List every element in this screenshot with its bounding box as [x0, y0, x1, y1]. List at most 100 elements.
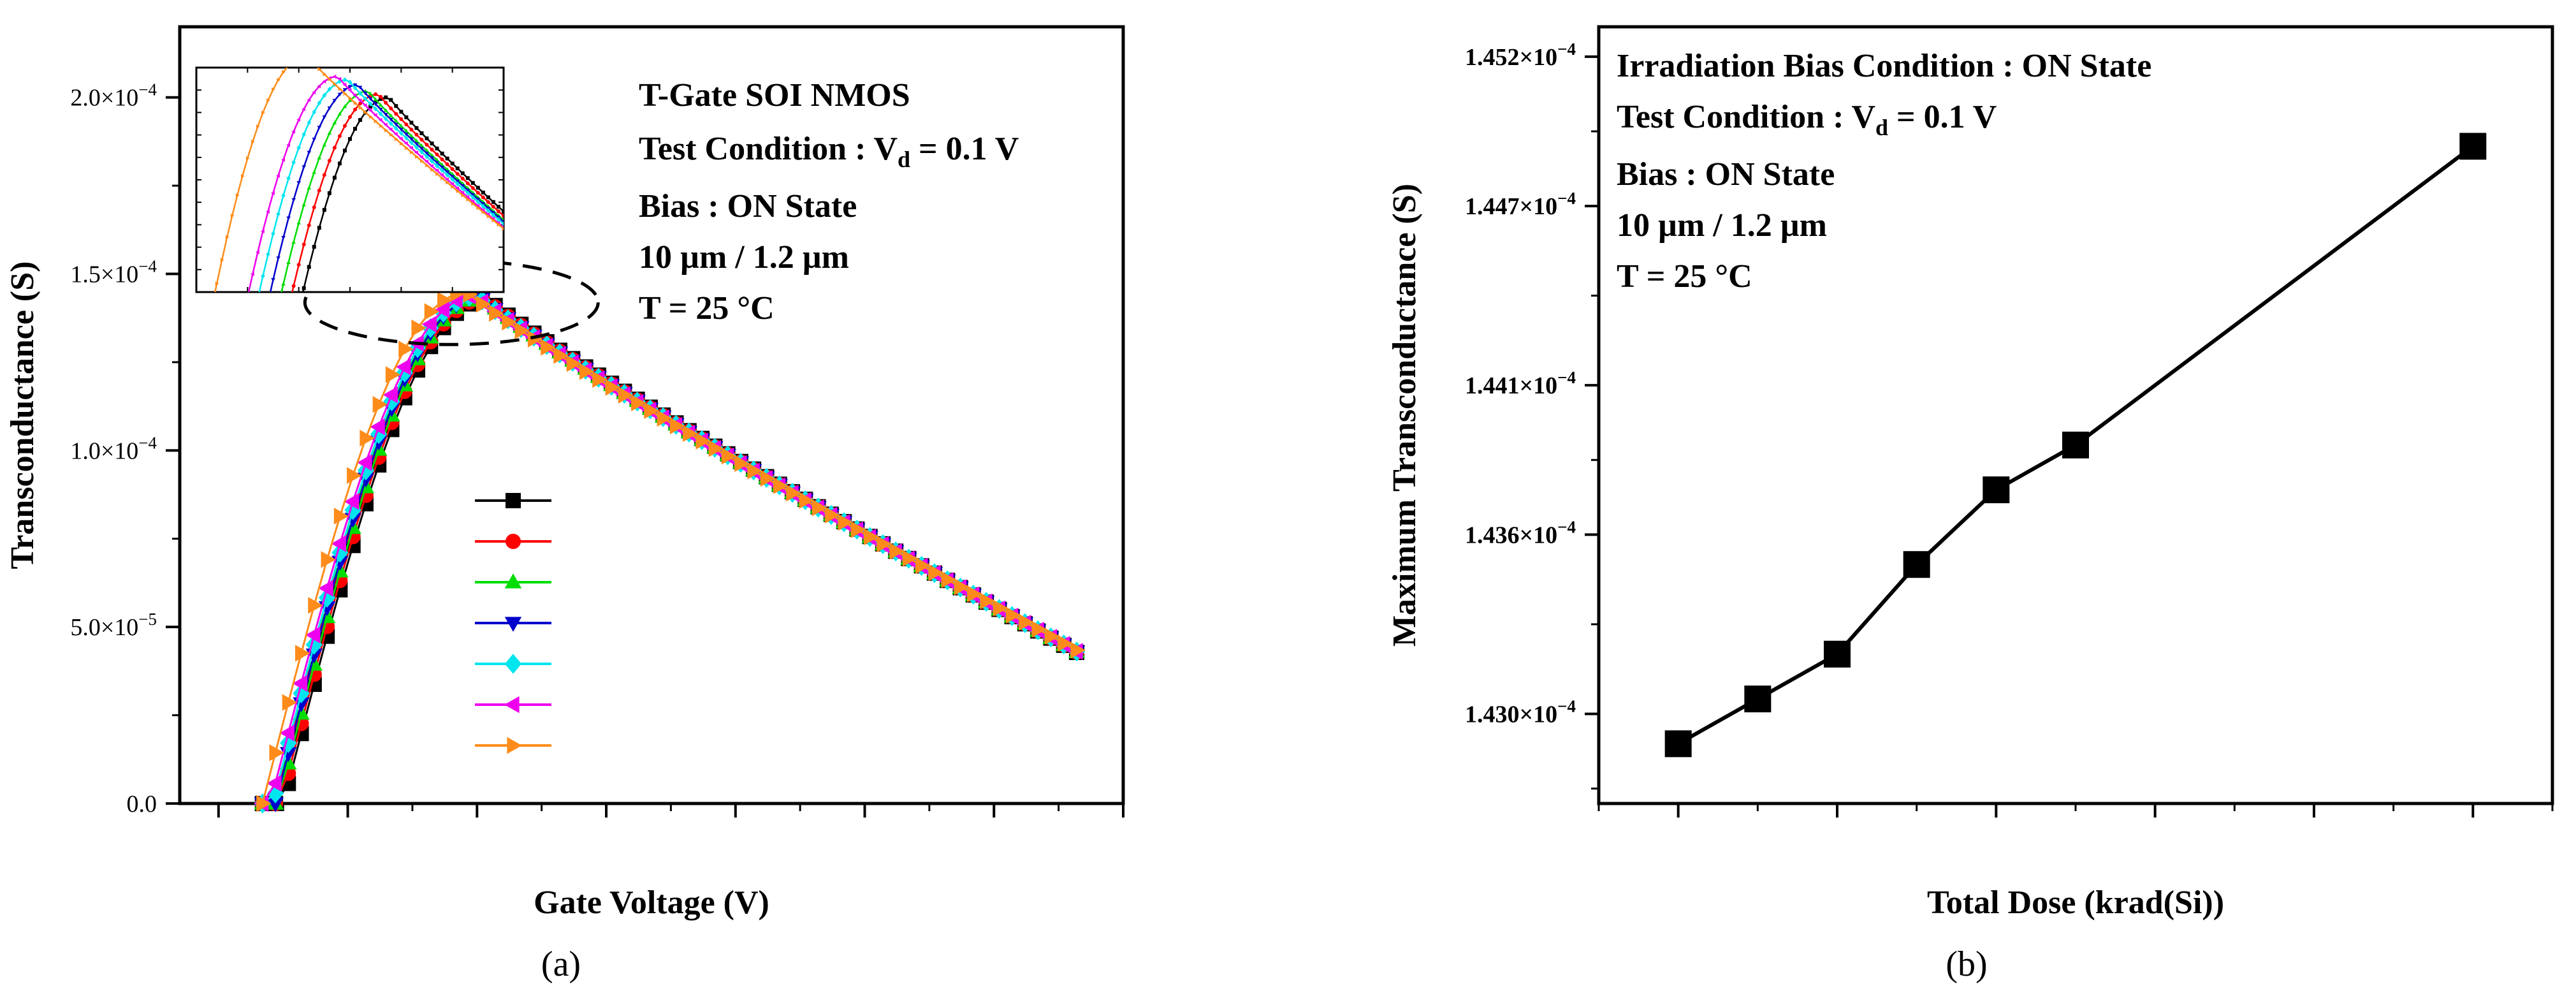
- inset-data-point: [388, 114, 393, 117]
- inset-data-point: [470, 194, 476, 200]
- inset-data-point: [491, 200, 495, 204]
- inset-data-point: [260, 229, 265, 233]
- inset-data-point: [205, 689, 209, 693]
- inset-data-point: [276, 304, 280, 308]
- inset-data-point: [200, 689, 203, 693]
- chart-a-y-tick-label: 5.0×10−5: [70, 610, 157, 641]
- inset-data-point: [245, 514, 249, 518]
- inset-data-point: [328, 77, 332, 82]
- inset-data-point: [281, 281, 286, 286]
- inset-data-point: [347, 87, 352, 92]
- chart-a-annotation-bias: Bias : ON State: [639, 188, 857, 224]
- inset-data-point: [394, 126, 398, 131]
- inset-data-point: [461, 193, 465, 198]
- inset-data-point: [235, 571, 239, 575]
- inset-series-100-krad-si-: [200, 92, 504, 693]
- inset-series-400-krad-si-: [200, 77, 504, 603]
- data-point: [395, 358, 411, 376]
- inset-data-point: [378, 107, 383, 112]
- chart-a-panel-label: (a): [541, 944, 581, 984]
- chart-b-y-tick-label: 1.447×10−4: [1465, 189, 1576, 220]
- inset-data-point: [287, 356, 291, 360]
- inset-data-point: [235, 397, 240, 402]
- inset-data-point: [414, 150, 418, 155]
- inset-data-point: [394, 104, 398, 108]
- inset-data-point: [312, 170, 317, 174]
- inset-data-point: [435, 163, 439, 168]
- inset-data-point: [502, 209, 504, 214]
- inset-data-point: [446, 180, 450, 185]
- data-point: [434, 301, 450, 319]
- inset-data-point: [440, 176, 445, 180]
- inset-data-point: [450, 175, 455, 179]
- inset-data-point: [460, 190, 465, 195]
- inset-data-point: [200, 598, 204, 603]
- inset-data-point: [373, 97, 378, 101]
- inset-data-point: [481, 190, 485, 194]
- inset-data-point: [409, 137, 414, 142]
- inset-data-point: [460, 186, 465, 191]
- inset-data-point: [322, 115, 327, 119]
- inset-data-point: [410, 150, 414, 155]
- data-point: [889, 543, 905, 560]
- data-point: [266, 775, 282, 792]
- inset-data-point: [256, 349, 260, 353]
- inset-data-point: [286, 216, 291, 221]
- chart-a-y-axis-title: Transconductance (S): [4, 261, 41, 569]
- inset-data-point: [210, 689, 214, 693]
- inset-data-point: [471, 201, 476, 206]
- inset-data-point: [378, 103, 383, 107]
- inset-data-point: [205, 629, 209, 633]
- inset-data-point: [451, 184, 455, 189]
- inset-data-point: [502, 214, 504, 218]
- inset-data-point: [456, 189, 460, 193]
- data-point: [773, 477, 789, 494]
- inset-data-point: [261, 377, 265, 381]
- data-point: [421, 316, 437, 333]
- inset-data-point: [250, 272, 254, 277]
- inset-data-point: [414, 145, 419, 150]
- chart-a-series: [253, 285, 1086, 814]
- chart-a-y-tick-label: 1.5×10−4: [70, 257, 157, 288]
- inset-data-point: [332, 99, 337, 103]
- inset-data-point: [430, 142, 434, 146]
- inset-data-point: [245, 345, 250, 350]
- inset-data-point: [296, 117, 301, 122]
- inset-data-point: [389, 132, 393, 137]
- data-point: [541, 339, 556, 356]
- data-point: [993, 599, 1008, 617]
- inset-data-point: [235, 513, 240, 517]
- data-point: [631, 394, 646, 411]
- inset-data-point: [425, 159, 428, 164]
- inset-data-point: [491, 205, 495, 209]
- inset-data-point: [399, 124, 404, 128]
- inset-data-point: [358, 101, 363, 106]
- inset-data-point: [409, 133, 414, 138]
- chart-b-panel-label: (b): [1946, 944, 1987, 984]
- inset-data-point: [450, 161, 455, 166]
- inset-data-point: [440, 157, 444, 161]
- inset-data-point: [323, 71, 327, 77]
- data-point: [266, 797, 284, 812]
- inset-data-point: [200, 659, 204, 663]
- data-point: [915, 557, 931, 575]
- data-point: [370, 424, 388, 444]
- inset-series: [200, 56, 504, 693]
- inset-data-point: [317, 226, 321, 230]
- data-point: [669, 417, 685, 435]
- inset-data-point: [210, 659, 214, 663]
- inset-data-point: [368, 105, 373, 109]
- inset-data-point: [240, 484, 245, 488]
- data-point: [279, 724, 295, 742]
- max-gm-data-point: [1744, 686, 1772, 713]
- inset-data-point: [240, 173, 245, 179]
- inset-data-point: [256, 124, 260, 129]
- inset-data-point: [347, 98, 353, 102]
- data-point: [514, 322, 530, 339]
- inset-data-point: [414, 126, 419, 130]
- chart-a-x-axis-title: Gate Voltage (V): [534, 884, 769, 921]
- inset-data-point: [271, 278, 275, 283]
- inset-data-point: [388, 121, 393, 126]
- inset-data-point: [307, 56, 311, 61]
- inset-data-point: [496, 205, 500, 209]
